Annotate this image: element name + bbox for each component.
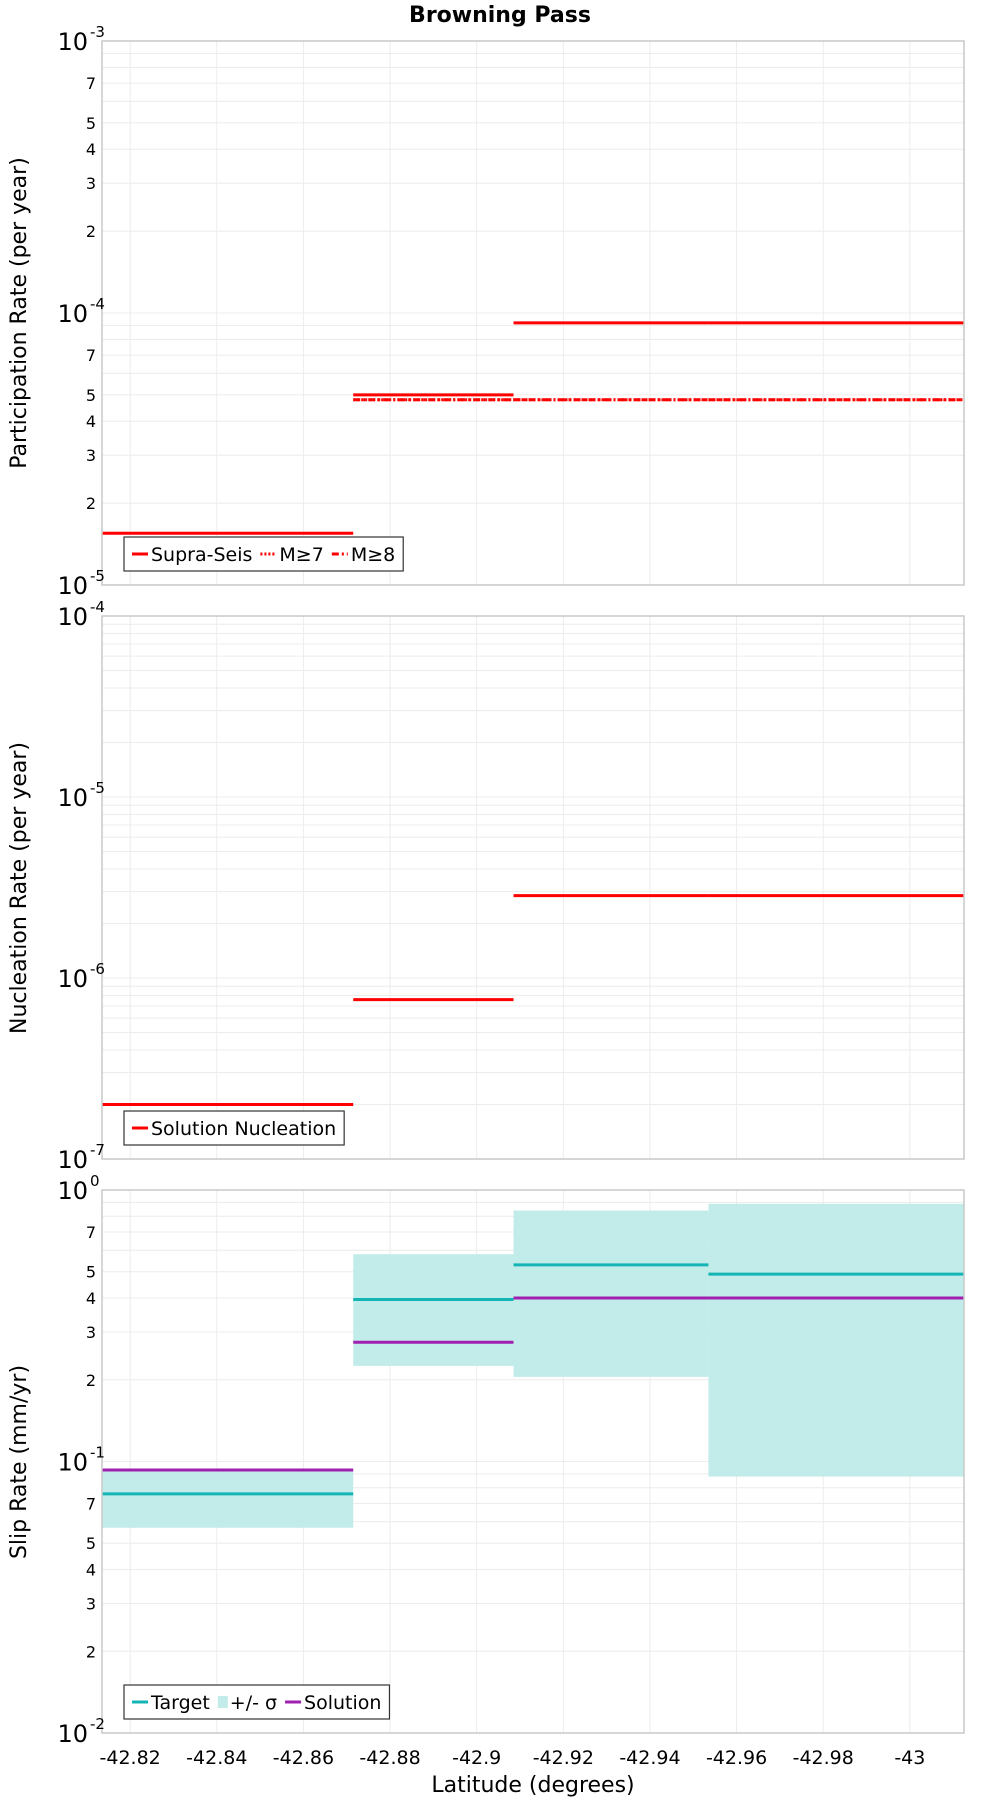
x-tick-label: -42.9 bbox=[452, 1747, 501, 1769]
y-axis-label: Slip Rate (mm/yr) bbox=[7, 1365, 32, 1559]
legend-box bbox=[123, 1684, 391, 1720]
legend-entry: Supra-Seis bbox=[151, 544, 252, 566]
y-minor-tick-label: 3 bbox=[86, 1323, 96, 1342]
legend: Target +/- σ Solution bbox=[123, 1684, 391, 1720]
y-minor-tick-label: 7 bbox=[86, 346, 96, 365]
plot-frame bbox=[101, 40, 965, 586]
y-major-tick-exponent: 0 bbox=[90, 1172, 100, 1190]
y-major-tick-label: 10 bbox=[57, 300, 88, 328]
legend-swatch bbox=[217, 1696, 228, 1708]
y-minor-tick-label: 2 bbox=[86, 1642, 96, 1661]
y-major-tick-label: 10 bbox=[57, 1177, 88, 1205]
x-tick-label: -42.86 bbox=[273, 1747, 334, 1769]
y-major-tick-exponent: -2 bbox=[90, 1715, 105, 1733]
y-minor-tick-label: 2 bbox=[86, 222, 96, 241]
y-minor-tick-label: 2 bbox=[86, 494, 96, 513]
y-major-tick-exponent: -5 bbox=[90, 779, 105, 797]
legend-entry: +/- σ bbox=[230, 1692, 277, 1714]
x-tick-label: -42.96 bbox=[706, 1747, 767, 1769]
y-major-tick-exponent: -7 bbox=[90, 1141, 105, 1159]
x-axis-label: Latitude (degrees) bbox=[431, 1773, 634, 1798]
sigma-band bbox=[102, 1470, 354, 1528]
x-tick-label: -42.92 bbox=[533, 1747, 594, 1769]
y-minor-tick-label: 4 bbox=[86, 1561, 96, 1580]
legend-entry: Solution bbox=[304, 1692, 381, 1714]
y-major-tick-label: 10 bbox=[57, 28, 88, 56]
x-tick-label: -42.98 bbox=[793, 1747, 854, 1769]
y-major-tick-label: 10 bbox=[57, 965, 88, 993]
x-tick-label: -42.88 bbox=[359, 1747, 420, 1769]
sigma-band bbox=[353, 1254, 514, 1366]
y-minor-tick-label: 7 bbox=[86, 1495, 96, 1514]
sigma-band bbox=[708, 1203, 964, 1477]
y-major-tick-label: 10 bbox=[57, 784, 88, 812]
y-minor-tick-label: 5 bbox=[86, 1263, 96, 1282]
y-axis-label: Nucleation Rate (per year) bbox=[7, 742, 32, 1034]
y-major-tick-exponent: -6 bbox=[90, 960, 105, 978]
y-major-tick-exponent: -3 bbox=[90, 23, 105, 41]
y-major-tick-exponent: -5 bbox=[90, 567, 105, 585]
y-minor-tick-label: 7 bbox=[86, 1223, 96, 1242]
y-axis-label: Participation Rate (per year) bbox=[7, 157, 32, 469]
x-tick-label: -42.82 bbox=[100, 1747, 161, 1769]
chart-title: Browning Pass bbox=[409, 3, 591, 28]
y-major-tick-exponent: -1 bbox=[90, 1444, 105, 1462]
y-minor-tick-label: 3 bbox=[86, 1594, 96, 1613]
y-minor-tick-label: 3 bbox=[86, 174, 96, 193]
y-minor-tick-label: 7 bbox=[86, 74, 96, 93]
y-major-tick-exponent: -4 bbox=[90, 598, 105, 616]
x-tick-label: -42.94 bbox=[619, 1747, 680, 1769]
y-minor-tick-label: 4 bbox=[86, 140, 96, 159]
y-major-tick-label: 10 bbox=[57, 1146, 88, 1174]
plot-frame bbox=[101, 1189, 965, 1734]
x-tick-label: -42.84 bbox=[186, 1747, 247, 1769]
legend: Solution Nucleation bbox=[123, 1110, 345, 1146]
y-major-tick-label: 10 bbox=[57, 1720, 88, 1748]
sigma-band bbox=[513, 1210, 709, 1377]
legend-entry: Solution Nucleation bbox=[151, 1118, 336, 1140]
y-major-tick-label: 10 bbox=[57, 603, 88, 631]
y-minor-tick-label: 3 bbox=[86, 446, 96, 465]
y-minor-tick-label: 5 bbox=[86, 114, 96, 133]
legend-box bbox=[123, 1110, 345, 1146]
plot-frame bbox=[101, 615, 965, 1160]
legend-entry: M≥8 bbox=[351, 544, 395, 566]
legend-entry: M≥7 bbox=[279, 544, 323, 566]
y-major-tick-label: 10 bbox=[57, 572, 88, 600]
y-minor-tick-label: 4 bbox=[86, 1289, 96, 1308]
y-minor-tick-label: 5 bbox=[86, 386, 96, 405]
y-minor-tick-label: 2 bbox=[86, 1371, 96, 1390]
legend-entry: Target bbox=[150, 1692, 210, 1714]
legend: Supra-Seis M≥7 M≥8 bbox=[123, 536, 404, 572]
legend-box bbox=[123, 536, 404, 572]
y-major-tick-exponent: -4 bbox=[90, 295, 105, 313]
y-minor-tick-label: 5 bbox=[86, 1534, 96, 1553]
y-minor-tick-label: 4 bbox=[86, 412, 96, 431]
x-tick-label: -43 bbox=[894, 1747, 925, 1769]
y-major-tick-label: 10 bbox=[57, 1449, 88, 1477]
